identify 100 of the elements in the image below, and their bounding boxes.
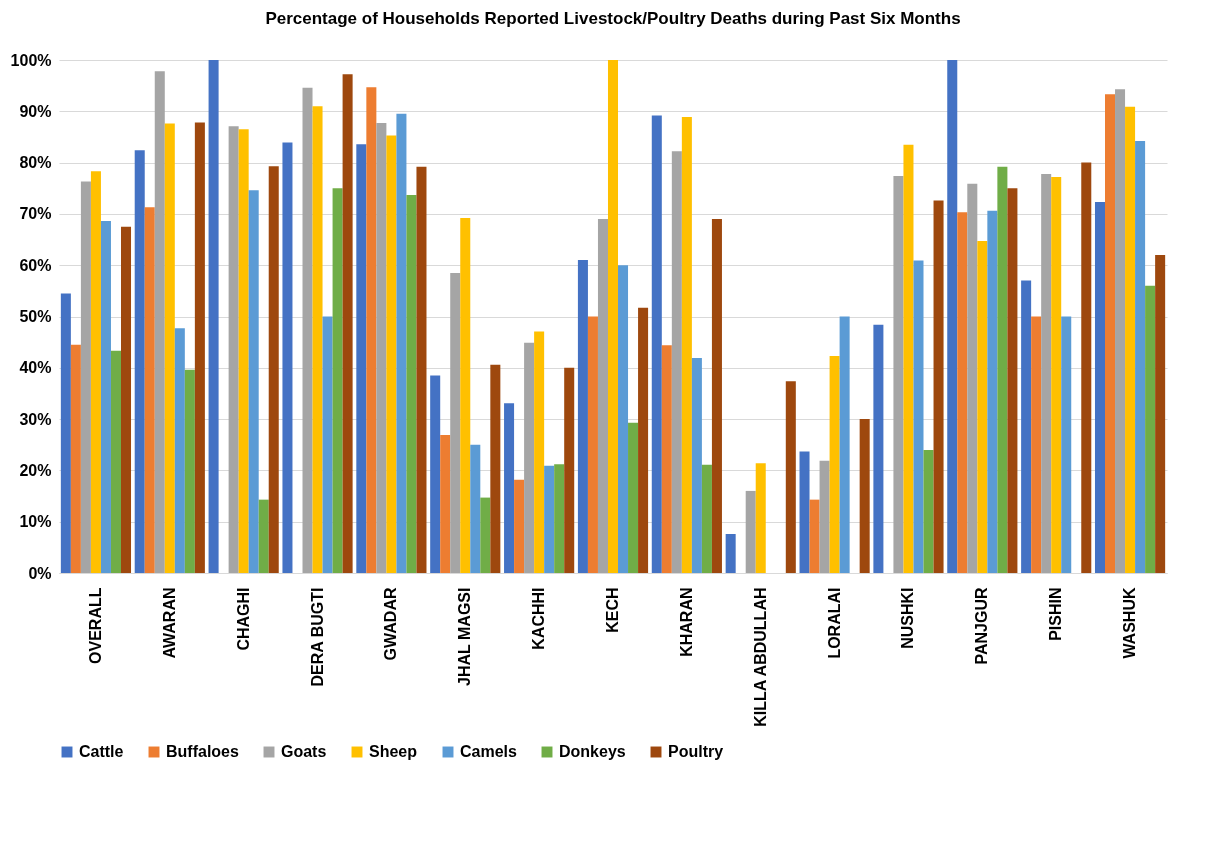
x-tick-label: JHAL MAGSI [456, 587, 474, 686]
bar [1061, 316, 1072, 573]
x-tick-label: DERA BUGTI [308, 587, 326, 687]
legend-label: Cattle [79, 743, 124, 760]
legend-label: Camels [460, 743, 518, 760]
bar [534, 331, 545, 573]
y-tick-label: 100% [10, 51, 52, 69]
bar [440, 435, 451, 573]
bar [671, 151, 682, 573]
x-tick-label: KECH [604, 587, 621, 633]
bar [651, 115, 662, 573]
bar [268, 166, 279, 573]
bar [238, 129, 249, 573]
legend-label: Poultry [668, 743, 724, 760]
bar [967, 183, 978, 573]
bar [70, 344, 81, 573]
bar [90, 171, 101, 573]
bar [366, 87, 377, 573]
bar [691, 358, 702, 573]
bar [997, 166, 1008, 573]
legend-label: Buffaloes [166, 743, 239, 760]
bar [711, 219, 722, 573]
bar [638, 307, 649, 573]
bar [430, 375, 441, 573]
bar [913, 260, 924, 573]
bar [903, 144, 914, 573]
bar [1081, 162, 1092, 573]
bar [302, 87, 313, 573]
bar [597, 219, 608, 573]
chart-title: Percentage of Households Reported Livestock/Poultry Deaths during Past Six Months [265, 9, 961, 28]
bar [356, 144, 367, 573]
bar [258, 499, 269, 573]
bar [1041, 173, 1052, 573]
bar [893, 175, 904, 573]
bar [618, 265, 629, 573]
bar [947, 60, 958, 573]
bar [504, 403, 515, 573]
x-tick-label: KILLA ABDULLAH [751, 587, 769, 727]
bar [1021, 280, 1032, 573]
bar [554, 464, 565, 573]
bar [144, 207, 155, 573]
bar [661, 345, 672, 573]
bar [829, 356, 840, 573]
bar [1125, 106, 1136, 573]
bar [60, 293, 71, 573]
x-tick-label: KACHHI [530, 587, 548, 650]
y-tick-label: 60% [19, 256, 52, 274]
x-tick-label: KHARAN [677, 587, 695, 657]
bar [228, 126, 239, 573]
bar [208, 60, 219, 573]
bar [1051, 176, 1062, 573]
bar [134, 150, 145, 573]
bar [514, 479, 525, 573]
bar [282, 142, 293, 573]
bar [587, 316, 598, 573]
bar [386, 135, 397, 573]
bar [312, 106, 323, 573]
bar [577, 260, 588, 573]
bar [1135, 141, 1146, 573]
y-tick-label: 10% [19, 513, 52, 531]
bar [923, 449, 934, 573]
bar [839, 316, 850, 573]
bar [809, 499, 820, 573]
bar [490, 364, 501, 573]
y-tick-label: 0% [28, 564, 52, 582]
y-tick-label: 30% [19, 410, 52, 428]
bar [745, 490, 756, 573]
legend-label: Donkeys [559, 743, 626, 760]
x-tick-label: PANJGUR [973, 587, 991, 665]
bar [184, 369, 195, 573]
y-tick-label: 20% [19, 461, 52, 479]
x-tick-label: OVERALL [86, 587, 104, 664]
legend-label: Sheep [369, 743, 418, 760]
bar [957, 212, 968, 573]
bar [450, 272, 461, 573]
x-tick-label: LORALAI [825, 587, 843, 659]
bar [564, 367, 575, 573]
bar [164, 123, 175, 573]
bar [1115, 89, 1126, 573]
bar [1155, 254, 1166, 573]
bar [1145, 285, 1156, 573]
bar [1031, 316, 1042, 573]
y-tick-label: 70% [19, 205, 52, 223]
x-tick-label: NUSHKI [899, 587, 917, 649]
bar [342, 74, 353, 573]
bar [406, 194, 417, 573]
bar [396, 113, 407, 573]
bar [248, 190, 259, 573]
bar [725, 534, 736, 573]
x-tick-label: WASHUK [1121, 587, 1139, 659]
bar [322, 316, 333, 573]
bar [785, 381, 796, 573]
bar [110, 350, 121, 573]
bar [480, 497, 491, 573]
bar [460, 218, 471, 573]
bar [933, 200, 944, 573]
bar [987, 210, 998, 573]
y-tick-label: 40% [19, 359, 52, 377]
bar [1105, 94, 1116, 573]
legend-label: Goats [281, 743, 327, 760]
